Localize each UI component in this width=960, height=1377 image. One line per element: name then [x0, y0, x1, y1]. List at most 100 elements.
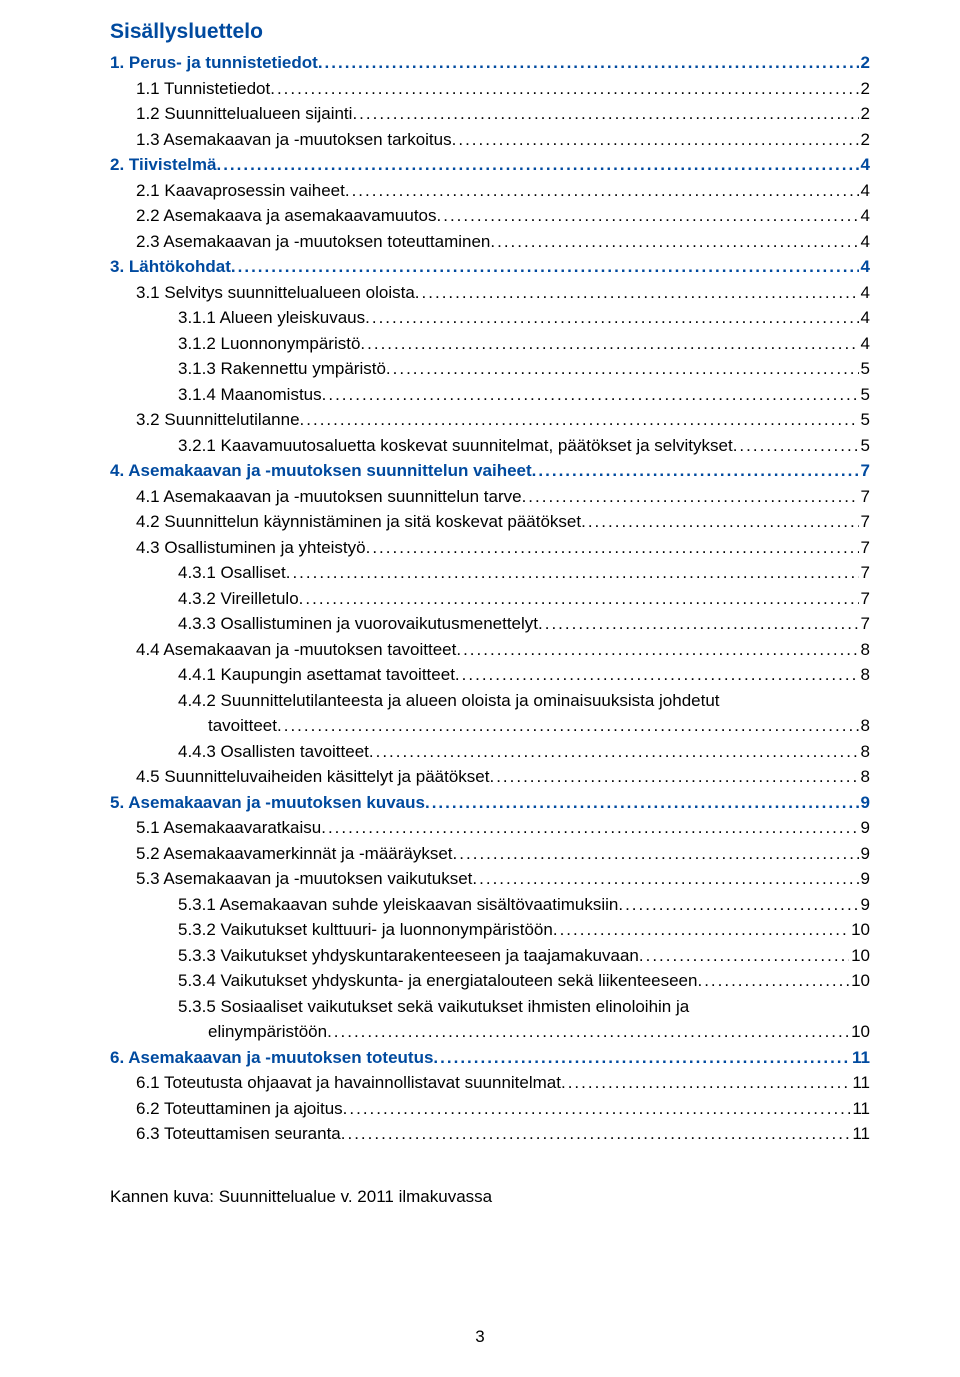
toc-entry-label: 4.3 Osallistuminen ja yhteistyö	[136, 535, 366, 561]
toc-leader	[322, 382, 859, 408]
toc-entry-page: 4	[859, 152, 870, 178]
toc-entry-label: 5.3.3 Vaikutukset yhdyskuntarakenteeseen…	[178, 943, 639, 969]
toc-entry: 6.3 Toteuttamisen seuranta11	[110, 1121, 870, 1147]
toc-leader	[341, 1121, 851, 1147]
toc-leader	[733, 433, 859, 459]
toc-entry-label: 5. Asemakaavan ja -muutoksen kuvaus	[110, 790, 425, 816]
toc-entry-page: 8	[859, 764, 870, 790]
toc-entry-label: 3.1.4 Maanomistus	[178, 382, 322, 408]
toc-entry-page: 8	[859, 662, 870, 688]
toc-entry-page: 5	[859, 433, 870, 459]
toc-entry: 5.3.1 Asemakaavan suhde yleiskaavan sisä…	[110, 892, 870, 918]
toc-leader	[553, 917, 849, 943]
toc-leader	[365, 305, 858, 331]
toc-entry-page: 2	[859, 50, 870, 76]
toc-entry-page: 10	[849, 943, 870, 969]
toc-entry-page: 11	[850, 1096, 870, 1122]
toc-leader	[581, 509, 858, 535]
toc-entry-label: 5.3.5 Sosiaaliset vaikutukset sekä vaiku…	[178, 994, 689, 1020]
toc-entry-label: 3.1.3 Rakennettu ympäristö	[178, 356, 386, 382]
toc-entry-page: 5	[859, 407, 870, 433]
toc-entry: 4.4 Asemakaavan ja -muutoksen tavoitteet…	[110, 637, 870, 663]
toc-entry-label: tavoitteet	[208, 713, 277, 739]
toc-entry-label: 3.1 Selvitys suunnittelualueen oloista	[136, 280, 415, 306]
toc-entry-page: 4	[859, 254, 870, 280]
toc-leader	[697, 968, 849, 994]
toc-entry-label: 3.2.1 Kaavamuutosaluetta koskevat suunni…	[178, 433, 733, 459]
toc-title: Sisällysluettelo	[110, 20, 870, 44]
toc-entry: 4.3 Osallistuminen ja yhteistyö 7	[110, 535, 870, 561]
toc-entry-page: 7	[859, 586, 870, 612]
toc-entry: 6. Asemakaavan ja -muutoksen toteutus11	[110, 1045, 870, 1071]
toc-entry-label: 5.2 Asemakaavamerkinnät ja -määräykset	[136, 841, 453, 867]
toc-entry-label: 2. Tiivistelmä	[110, 152, 216, 178]
toc-entry: 1.2 Suunnittelualueen sijainti2	[110, 101, 870, 127]
toc-entry-label: 6.3 Toteuttamisen seuranta	[136, 1121, 341, 1147]
toc-entry-label: 4.2 Suunnittelun käynnistäminen ja sitä …	[136, 509, 581, 535]
toc-entry-label: 4.3.2 Vireilletulo	[178, 586, 299, 612]
toc-entry-page: 9	[859, 841, 870, 867]
toc-leader	[327, 1019, 849, 1045]
toc-leader	[453, 841, 859, 867]
toc-entry: 6.2 Toteuttaminen ja ajoitus11	[110, 1096, 870, 1122]
toc-entry-page: 2	[859, 127, 870, 153]
toc-leader	[277, 713, 859, 739]
toc-entry-page: 2	[859, 101, 870, 127]
toc-entry: 5.3.5 Sosiaaliset vaikutukset sekä vaiku…	[110, 994, 870, 1020]
toc-entry-label: 6.1 Toteutusta ohjaavat ja havainnollist…	[136, 1070, 561, 1096]
toc-entry: 1.3 Asemakaavan ja -muutoksen tarkoitus 2	[110, 127, 870, 153]
toc-leader	[360, 331, 858, 357]
toc-entry: 2.3 Asemakaavan ja -muutoksen toteuttami…	[110, 229, 870, 255]
toc-entry: 5.3.2 Vaikutukset kulttuuri- ja luonnony…	[110, 917, 870, 943]
toc-entry: 3.2.1 Kaavamuutosaluetta koskevat suunni…	[110, 433, 870, 459]
toc-entry-page: 9	[859, 815, 870, 841]
toc-entry-label: 4.4 Asemakaavan ja -muutoksen tavoitteet	[136, 637, 456, 663]
toc-entry: 4.4.1 Kaupungin asettamat tavoitteet8	[110, 662, 870, 688]
toc-container: 1. Perus- ja tunnistetiedot21.1 Tunniste…	[110, 50, 870, 1147]
toc-entry: 3.1.4 Maanomistus5	[110, 382, 870, 408]
toc-leader	[318, 50, 859, 76]
toc-entry: 4.3.3 Osallistuminen ja vuorovaikutusmen…	[110, 611, 870, 637]
toc-entry: 4.4.2 Suunnittelutilanteesta ja alueen o…	[110, 688, 870, 714]
toc-entry: 3.1 Selvitys suunnittelualueen oloista4	[110, 280, 870, 306]
toc-entry: 5.2 Asemakaavamerkinnät ja -määräykset 9	[110, 841, 870, 867]
toc-entry: 4.1 Asemakaavan ja -muutoksen suunnittel…	[110, 484, 870, 510]
toc-entry: 4.3.1 Osalliset7	[110, 560, 870, 586]
toc-entry-page: 7	[859, 560, 870, 586]
toc-entry: 6.1 Toteutusta ohjaavat ja havainnollist…	[110, 1070, 870, 1096]
toc-entry: 3. Lähtökohdat 4	[110, 254, 870, 280]
toc-entry-label: 2.3 Asemakaavan ja -muutoksen toteuttami…	[136, 229, 490, 255]
toc-entry: 5.3.4 Vaikutukset yhdyskunta- ja energia…	[110, 968, 870, 994]
toc-entry-page: 7	[859, 535, 870, 561]
toc-entry-page: 4	[859, 178, 870, 204]
toc-leader	[216, 152, 858, 178]
toc-entry: 5.1 Asemakaavaratkaisu9	[110, 815, 870, 841]
toc-leader	[456, 637, 858, 663]
toc-entry: 5.3 Asemakaavan ja -muutoksen vaikutukse…	[110, 866, 870, 892]
toc-leader	[386, 356, 859, 382]
toc-entry: 1. Perus- ja tunnistetiedot2	[110, 50, 870, 76]
toc-entry-label: 4.1 Asemakaavan ja -muutoksen suunnittel…	[136, 484, 522, 510]
toc-entry-label: 4.4.2 Suunnittelutilanteesta ja alueen o…	[178, 688, 720, 714]
toc-entry-page: 7	[859, 484, 870, 510]
toc-leader	[343, 1096, 851, 1122]
toc-entry: 3.2 Suunnittelutilanne5	[110, 407, 870, 433]
toc-entry-label: 4. Asemakaavan ja -muutoksen suunnittelu…	[110, 458, 532, 484]
toc-leader	[532, 458, 859, 484]
toc-entry-page: 5	[859, 356, 870, 382]
toc-entry-label: 1.3 Asemakaavan ja -muutoksen tarkoitus	[136, 127, 452, 153]
toc-leader	[300, 407, 859, 433]
toc-leader	[437, 203, 859, 229]
toc-leader	[369, 739, 859, 765]
toc-entry: 4.4.3 Osallisten tavoitteet8	[110, 739, 870, 765]
toc-entry-label: 3. Lähtökohdat	[110, 254, 231, 280]
toc-entry: 1.1 Tunnistetiedot2	[110, 76, 870, 102]
toc-entry-page: 4	[859, 229, 870, 255]
toc-leader	[270, 76, 858, 102]
toc-entry: elinympäristöön10	[110, 1019, 870, 1045]
toc-entry-page: 7	[859, 458, 870, 484]
toc-leader	[286, 560, 859, 586]
document-page: Sisällysluettelo 1. Perus- ja tunnisteti…	[0, 0, 960, 1377]
toc-leader	[522, 484, 859, 510]
toc-entry-page: 7	[859, 611, 870, 637]
